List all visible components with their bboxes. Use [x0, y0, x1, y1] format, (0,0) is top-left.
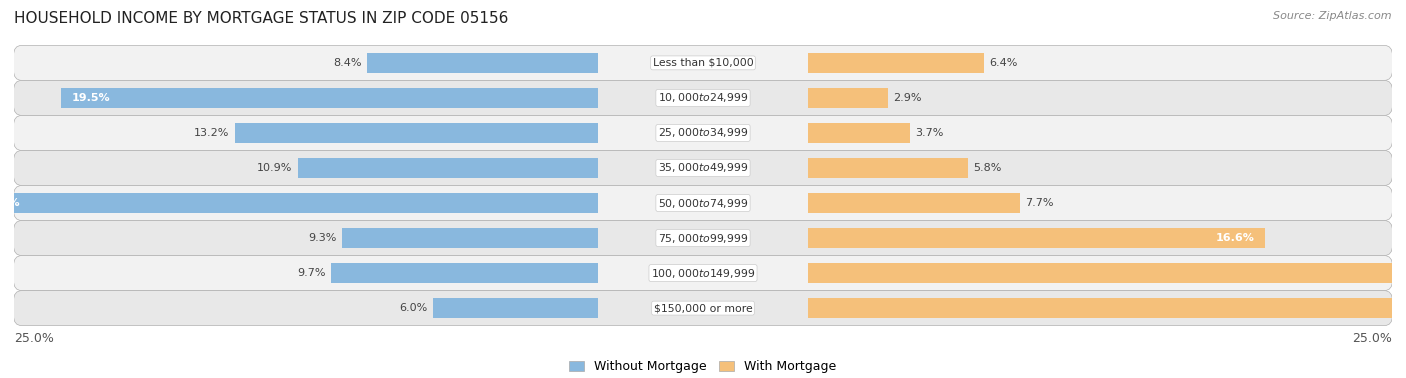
Bar	[298, 158, 599, 178]
Bar	[807, 123, 910, 143]
Bar	[807, 158, 967, 178]
FancyBboxPatch shape	[14, 220, 1392, 256]
Text: $10,000 to $24,999: $10,000 to $24,999	[658, 91, 748, 104]
Text: HOUSEHOLD INCOME BY MORTGAGE STATUS IN ZIP CODE 05156: HOUSEHOLD INCOME BY MORTGAGE STATUS IN Z…	[14, 11, 509, 26]
Bar	[235, 123, 599, 143]
Bar	[807, 193, 1019, 213]
Text: 19.5%: 19.5%	[72, 93, 111, 103]
Bar	[367, 53, 599, 73]
Text: 6.4%: 6.4%	[990, 58, 1018, 68]
Text: 3.7%: 3.7%	[915, 128, 943, 138]
Text: 23.1%: 23.1%	[1395, 303, 1406, 313]
FancyBboxPatch shape	[14, 115, 1392, 150]
Text: 22.8%: 22.8%	[0, 198, 20, 208]
Text: $100,000 to $149,999: $100,000 to $149,999	[651, 266, 755, 280]
Text: 10.9%: 10.9%	[257, 163, 292, 173]
Text: Source: ZipAtlas.com: Source: ZipAtlas.com	[1274, 11, 1392, 21]
Text: $25,000 to $34,999: $25,000 to $34,999	[658, 127, 748, 139]
FancyBboxPatch shape	[14, 291, 1392, 325]
FancyBboxPatch shape	[14, 256, 1392, 291]
Text: $75,000 to $99,999: $75,000 to $99,999	[658, 232, 748, 245]
Text: 8.4%: 8.4%	[333, 58, 361, 68]
Text: $150,000 or more: $150,000 or more	[654, 303, 752, 313]
Text: 9.3%: 9.3%	[308, 233, 336, 243]
FancyBboxPatch shape	[14, 81, 1392, 115]
Text: Less than $10,000: Less than $10,000	[652, 58, 754, 68]
Text: 9.7%: 9.7%	[297, 268, 325, 278]
Bar	[342, 228, 599, 248]
Text: 16.6%: 16.6%	[1215, 233, 1254, 243]
Bar	[807, 53, 984, 73]
Bar	[330, 263, 599, 283]
Bar	[433, 298, 599, 318]
FancyBboxPatch shape	[14, 150, 1392, 186]
Text: $50,000 to $74,999: $50,000 to $74,999	[658, 197, 748, 209]
Text: 25.0%: 25.0%	[14, 332, 53, 345]
Legend: Without Mortgage, With Mortgage: Without Mortgage, With Mortgage	[564, 355, 842, 378]
Text: 25.0%: 25.0%	[1353, 332, 1392, 345]
Bar	[60, 88, 599, 108]
Text: 7.7%: 7.7%	[1025, 198, 1054, 208]
Text: 2.9%: 2.9%	[893, 93, 922, 103]
FancyBboxPatch shape	[14, 45, 1392, 81]
Text: $35,000 to $49,999: $35,000 to $49,999	[658, 161, 748, 175]
Bar	[807, 88, 887, 108]
FancyBboxPatch shape	[14, 186, 1392, 220]
Bar	[807, 228, 1265, 248]
Bar	[0, 193, 599, 213]
Bar	[807, 298, 1406, 318]
Text: 13.2%: 13.2%	[194, 128, 229, 138]
Text: 5.8%: 5.8%	[973, 163, 1001, 173]
Text: 6.0%: 6.0%	[399, 303, 427, 313]
Bar	[807, 263, 1406, 283]
